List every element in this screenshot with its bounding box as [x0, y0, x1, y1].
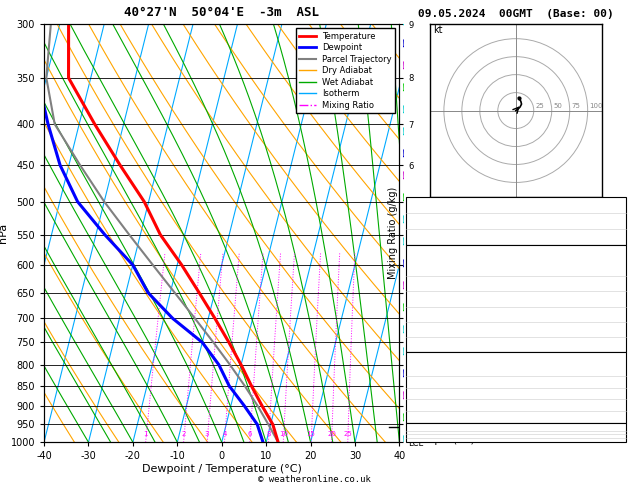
- Text: 09.05.2024  00GMT  (Base: 00): 09.05.2024 00GMT (Base: 00): [418, 9, 614, 19]
- Text: 10: 10: [279, 431, 287, 437]
- Text: 26: 26: [609, 200, 621, 210]
- Text: 15: 15: [609, 435, 621, 445]
- Text: kt: kt: [433, 25, 443, 35]
- Text: Hodograph: Hodograph: [489, 420, 542, 430]
- Text: 12.7: 12.7: [598, 263, 621, 273]
- Text: Totals Totals: Totals Totals: [411, 216, 487, 226]
- Y-axis label: hPa: hPa: [0, 223, 8, 243]
- Text: StmSpd (kt): StmSpd (kt): [411, 435, 476, 445]
- Text: θᴄ(K): θᴄ(K): [411, 294, 440, 304]
- Text: 304: 304: [603, 294, 621, 304]
- Text: PW (cm): PW (cm): [411, 232, 452, 243]
- Text: 317: 317: [603, 377, 621, 387]
- Text: 9: 9: [615, 309, 621, 319]
- Text: 46: 46: [609, 216, 621, 226]
- Text: 0: 0: [615, 340, 621, 350]
- Text: SREH: SREH: [411, 428, 434, 437]
- Text: Mixing Ratio (g/kg): Mixing Ratio (g/kg): [388, 187, 398, 279]
- Text: Most Unstable: Most Unstable: [477, 353, 554, 363]
- Text: © weatheronline.co.uk: © weatheronline.co.uk: [258, 474, 371, 484]
- Text: 25: 25: [343, 431, 352, 437]
- Text: 25: 25: [535, 104, 544, 109]
- Text: 750: 750: [603, 365, 621, 375]
- Legend: Temperature, Dewpoint, Parcel Trajectory, Dry Adiabat, Wet Adiabat, Isotherm, Mi: Temperature, Dewpoint, Parcel Trajectory…: [296, 29, 395, 113]
- Text: 50: 50: [553, 104, 562, 109]
- Text: 20: 20: [327, 431, 336, 437]
- Text: 1: 1: [143, 431, 148, 437]
- Text: 93: 93: [609, 424, 621, 434]
- Text: Surface: Surface: [495, 248, 537, 258]
- Text: 4: 4: [222, 431, 226, 437]
- Text: Pressure (mb): Pressure (mb): [411, 365, 487, 375]
- Text: CIN (J): CIN (J): [411, 412, 452, 422]
- Text: CIN (J): CIN (J): [411, 340, 452, 350]
- X-axis label: Dewpoint / Temperature (°C): Dewpoint / Temperature (°C): [142, 464, 302, 474]
- Text: 8: 8: [266, 431, 270, 437]
- Text: 252°: 252°: [598, 432, 621, 441]
- Text: 0: 0: [615, 400, 621, 410]
- Text: Lifted Index: Lifted Index: [411, 388, 481, 399]
- Text: StmDir: StmDir: [411, 432, 446, 441]
- Text: CAPE (J): CAPE (J): [411, 325, 458, 334]
- Text: θᴄ (K): θᴄ (K): [411, 377, 446, 387]
- Text: 40°27'N  50°04'E  -3m  ASL: 40°27'N 50°04'E -3m ASL: [124, 6, 320, 19]
- Text: 323: 323: [603, 428, 621, 437]
- Text: K: K: [411, 200, 416, 210]
- Text: 100: 100: [589, 104, 603, 109]
- Text: 75: 75: [571, 104, 580, 109]
- Text: 0: 0: [615, 412, 621, 422]
- Text: 2.53: 2.53: [598, 232, 621, 243]
- Text: 6: 6: [248, 431, 252, 437]
- Text: Lifted Index: Lifted Index: [411, 309, 481, 319]
- Text: 2: 2: [181, 431, 186, 437]
- Text: 9.3: 9.3: [603, 278, 621, 289]
- Text: 24: 24: [609, 325, 621, 334]
- Text: Dewp (°C): Dewp (°C): [411, 278, 464, 289]
- Text: EH: EH: [411, 424, 423, 434]
- Text: Temp (°C): Temp (°C): [411, 263, 464, 273]
- Text: 3: 3: [205, 431, 209, 437]
- Y-axis label: km
ASL: km ASL: [428, 223, 447, 244]
- Text: 15: 15: [307, 431, 316, 437]
- Text: 1: 1: [615, 388, 621, 399]
- Text: CAPE (J): CAPE (J): [411, 400, 458, 410]
